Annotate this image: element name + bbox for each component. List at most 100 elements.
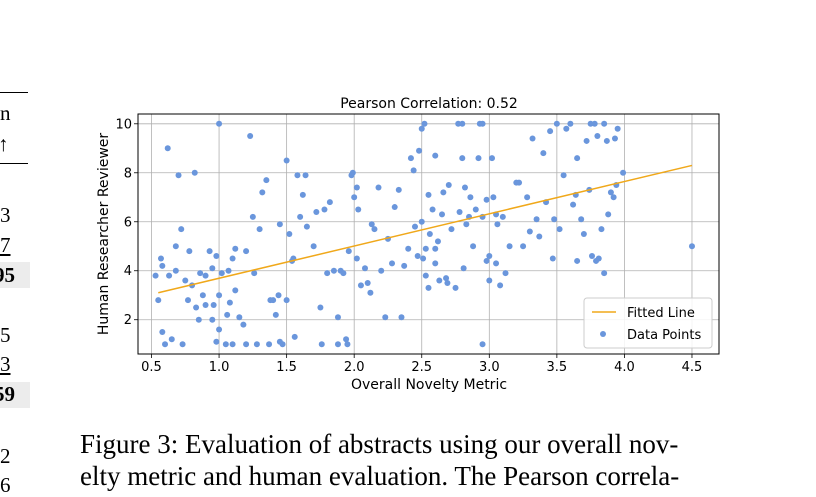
data-point: [340, 270, 347, 277]
data-point: [611, 135, 618, 142]
data-point: [540, 150, 547, 157]
table-row-highlight: [0, 262, 30, 288]
table-top-rule: [0, 92, 28, 93]
data-point: [452, 284, 459, 291]
data-point: [601, 270, 608, 277]
data-point: [272, 311, 279, 318]
data-point: [620, 169, 627, 176]
data-point: [286, 231, 293, 237]
x-tick-label: 2.0: [344, 360, 365, 375]
data-point: [157, 255, 164, 262]
data-point: [425, 191, 432, 198]
data-point: [155, 297, 162, 304]
data-point: [470, 243, 477, 250]
x-tick-label: 3.5: [547, 360, 568, 375]
data-point: [226, 299, 233, 306]
data-point: [345, 248, 352, 255]
data-point: [607, 189, 614, 196]
data-point: [330, 267, 337, 274]
data-point: [166, 272, 173, 279]
table-row-highlight: [0, 382, 30, 408]
data-point: [448, 226, 455, 233]
y-axis-label: Human Researcher Reviewer: [96, 133, 112, 336]
data-point: [467, 194, 474, 201]
x-tick-label: 1.0: [209, 360, 230, 375]
data-point: [276, 221, 283, 228]
data-point: [574, 155, 581, 162]
data-point: [243, 248, 250, 255]
table-header-top: n: [0, 101, 11, 125]
legend-label: Data Points: [627, 328, 701, 343]
data-point: [595, 255, 602, 262]
data-point: [162, 341, 169, 348]
data-point: [580, 231, 587, 237]
data-point: [378, 267, 385, 274]
data-point: [302, 172, 309, 179]
data-point: [563, 125, 570, 132]
chart-legend: Fitted Line Data Points: [583, 297, 713, 349]
data-point: [459, 155, 466, 162]
data-point: [334, 341, 341, 348]
data-point: [407, 155, 414, 162]
table-cell: 5: [0, 323, 11, 347]
data-point: [411, 223, 418, 230]
data-point: [391, 204, 398, 211]
y-tick-label: 6: [124, 215, 132, 230]
data-point: [418, 125, 425, 132]
data-point: [459, 120, 466, 127]
data-point: [182, 277, 189, 284]
data-point: [432, 260, 439, 267]
data-point: [367, 289, 374, 296]
data-point: [605, 211, 612, 218]
table-cell: 59: [0, 382, 15, 406]
figure-caption: Figure 3: Evaluation of abstracts using …: [80, 428, 780, 492]
data-point: [486, 277, 493, 284]
data-point: [444, 279, 451, 286]
data-point: [526, 228, 533, 235]
data-point: [591, 120, 598, 127]
data-point: [222, 341, 229, 348]
data-point: [461, 184, 468, 191]
data-point: [422, 272, 429, 279]
data-point: [193, 304, 200, 311]
data-point: [436, 277, 443, 284]
table-cell: 3: [0, 203, 11, 227]
data-point: [270, 297, 277, 304]
data-point: [294, 172, 301, 179]
y-tick-label: 8: [124, 166, 132, 181]
chart-fitted-line: [158, 164, 693, 294]
legend-point-swatch: [600, 331, 606, 337]
data-point: [240, 321, 247, 328]
data-point: [688, 243, 695, 250]
data-point: [516, 179, 523, 186]
data-point: [533, 216, 540, 223]
data-point: [549, 255, 556, 262]
data-point: [164, 145, 171, 152]
data-point: [175, 172, 182, 179]
data-point: [191, 169, 198, 176]
data-point: [418, 218, 425, 225]
data-point: [351, 194, 358, 201]
data-point: [479, 341, 486, 348]
data-point: [218, 270, 225, 277]
data-point: [401, 262, 408, 269]
data-point: [213, 253, 220, 260]
data-point: [536, 233, 543, 240]
data-point: [209, 265, 216, 272]
x-tick-label: 3.0: [479, 360, 500, 375]
data-point: [263, 177, 270, 184]
x-tick-label: 1.5: [276, 360, 297, 375]
data-point: [283, 297, 290, 304]
data-point: [493, 260, 500, 267]
data-point: [429, 206, 436, 213]
data-point: [382, 314, 389, 321]
data-point: [216, 120, 223, 127]
x-tick-label: 2.5: [411, 360, 432, 375]
data-point: [583, 137, 590, 144]
data-point: [483, 196, 490, 203]
data-point: [186, 248, 193, 255]
data-point: [414, 253, 421, 260]
data-point: [603, 137, 610, 144]
data-point: [489, 155, 496, 162]
x-tick-label: 4.0: [614, 360, 635, 375]
